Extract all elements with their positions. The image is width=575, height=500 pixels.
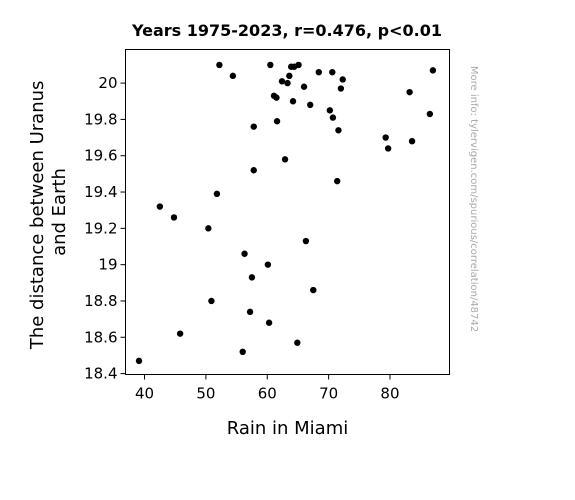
x-tick-label: 40 [135, 385, 154, 403]
x-tick-label: 80 [380, 385, 399, 403]
data-point [239, 348, 246, 356]
data-point [408, 137, 416, 145]
x-axis-label: Rain in Miami [227, 418, 349, 439]
x-tick-label: 60 [258, 385, 277, 403]
chart-title: Years 1975-2023, r=0.476, p<0.01 [131, 21, 442, 40]
y-tick-label: 19.6 [84, 147, 117, 165]
x-tick-label: 50 [196, 385, 215, 403]
data-point [264, 261, 272, 268]
data-point [284, 79, 291, 87]
data-point [329, 114, 337, 121]
data-point [326, 107, 334, 114]
y-tick-label: 20 [98, 74, 117, 92]
y-axis-label-line-1: The distance between Uranus [27, 81, 48, 351]
y-tick-label: 18.8 [84, 292, 117, 310]
plot-frame [125, 49, 450, 375]
data-point [300, 83, 308, 90]
y-tick-label: 18.4 [84, 365, 117, 383]
data-point [176, 330, 184, 337]
data-point [273, 118, 281, 125]
data-point [170, 214, 178, 221]
y-axis-label-line-2: and Earth [49, 168, 70, 256]
data-point [426, 110, 434, 118]
y-axis-label: The distance between Uranus and Earth [27, 75, 70, 350]
data-point [246, 308, 254, 316]
y-tick-label: 19 [98, 256, 117, 274]
data-point [229, 72, 237, 80]
data-point [273, 94, 280, 101]
data-point [337, 85, 345, 92]
data-point [315, 68, 322, 76]
data-point [406, 88, 413, 96]
data-point [294, 339, 301, 346]
data-point [295, 61, 302, 69]
data-point [278, 78, 286, 85]
data-point [334, 177, 341, 185]
data-point [216, 61, 223, 69]
data-point [265, 319, 273, 326]
data-point [310, 286, 317, 294]
x-tick-label: 70 [319, 385, 338, 403]
data-point [335, 127, 342, 134]
data-point [135, 357, 143, 365]
data-point [286, 72, 293, 80]
data-point [156, 203, 164, 210]
data-point [382, 134, 389, 141]
y-tick-label: 19.4 [84, 183, 117, 201]
data-point [250, 123, 257, 130]
points-layer [135, 61, 437, 365]
y-tick-label: 19.2 [84, 219, 117, 237]
data-point [307, 101, 314, 109]
data-point [250, 167, 257, 174]
data-point [339, 76, 346, 83]
source-note: More info: tylervigen.com/spurious/corre… [468, 66, 479, 332]
data-point [289, 98, 297, 105]
data-point [208, 297, 215, 305]
data-point [267, 61, 274, 69]
data-point [248, 274, 256, 281]
y-tick-label: 18.6 [84, 328, 117, 346]
data-point [213, 190, 221, 198]
data-point [329, 68, 336, 76]
data-point [281, 156, 289, 163]
ticks-layer: 40 50 60 70 80 18.4 18.6 18.8 19 19.2 19.4 19.6 19.8… [84, 74, 399, 402]
data-point [429, 67, 437, 74]
data-point [241, 250, 248, 257]
data-point [205, 225, 212, 232]
data-point [384, 145, 392, 152]
data-point [302, 237, 310, 245]
y-tick-label: 19.8 [84, 110, 117, 128]
